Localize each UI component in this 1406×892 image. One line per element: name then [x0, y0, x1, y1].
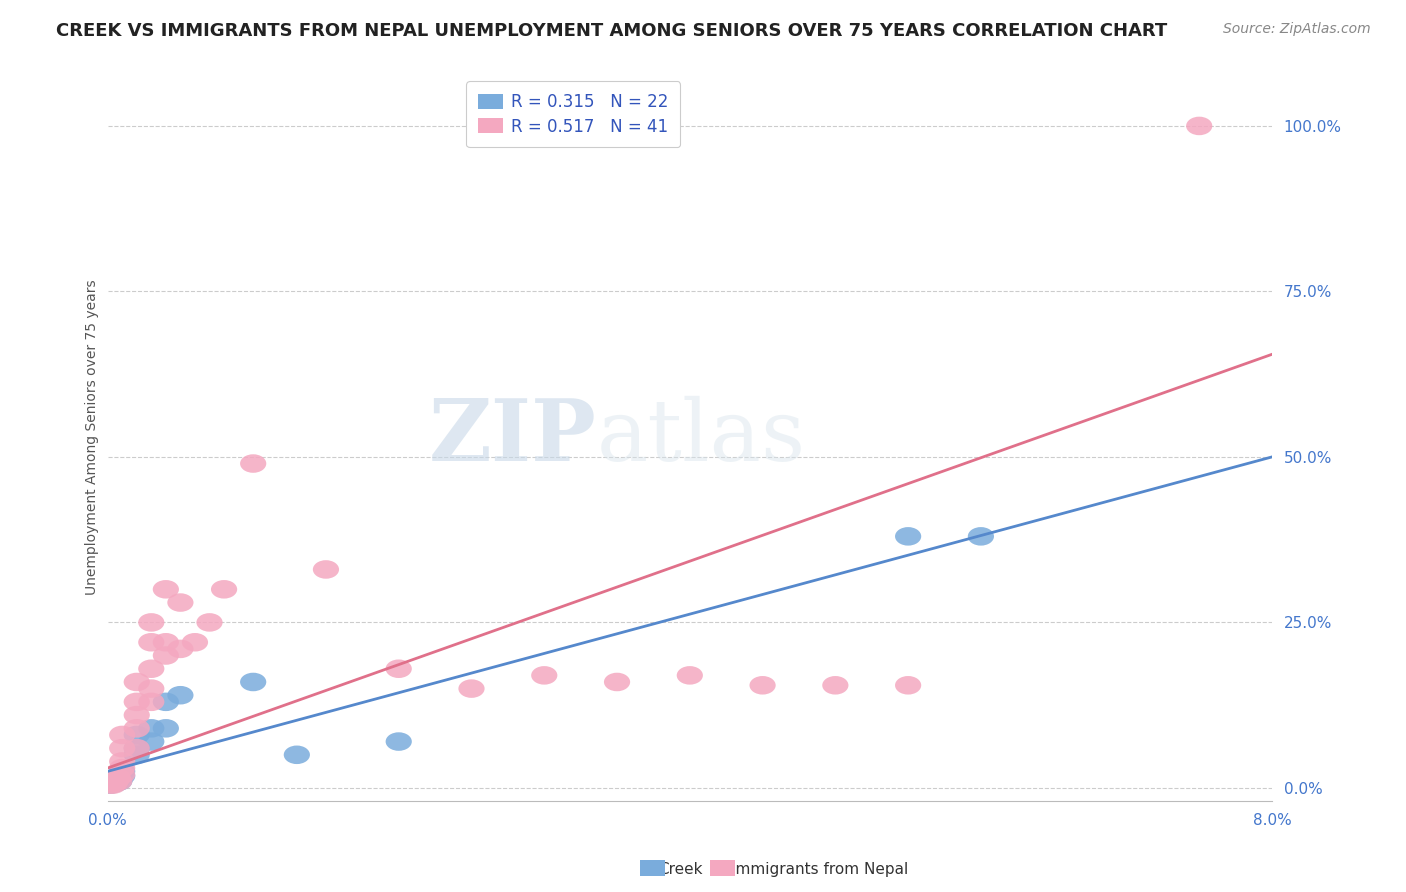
Ellipse shape: [284, 746, 309, 764]
Text: ZIP: ZIP: [429, 395, 596, 479]
Ellipse shape: [138, 613, 165, 632]
Ellipse shape: [101, 773, 128, 792]
Ellipse shape: [676, 666, 703, 685]
Ellipse shape: [110, 752, 135, 771]
Ellipse shape: [124, 739, 150, 757]
Ellipse shape: [167, 593, 194, 612]
Text: Creek: Creek: [658, 863, 703, 877]
Ellipse shape: [458, 680, 485, 698]
Ellipse shape: [385, 732, 412, 751]
Text: Source: ZipAtlas.com: Source: ZipAtlas.com: [1223, 22, 1371, 37]
Ellipse shape: [103, 771, 129, 789]
Ellipse shape: [110, 765, 135, 784]
Ellipse shape: [138, 692, 165, 711]
Ellipse shape: [531, 666, 557, 685]
Ellipse shape: [100, 774, 127, 792]
Ellipse shape: [153, 719, 179, 738]
Ellipse shape: [104, 769, 131, 788]
Ellipse shape: [100, 775, 127, 794]
Ellipse shape: [110, 762, 135, 780]
Ellipse shape: [103, 773, 129, 792]
Ellipse shape: [110, 739, 135, 757]
Ellipse shape: [97, 775, 124, 794]
Ellipse shape: [385, 659, 412, 678]
Y-axis label: Unemployment Among Seniors over 75 years: Unemployment Among Seniors over 75 years: [86, 279, 100, 595]
Ellipse shape: [110, 726, 135, 744]
Text: atlas: atlas: [596, 395, 806, 479]
Ellipse shape: [124, 673, 150, 691]
Ellipse shape: [138, 633, 165, 651]
Ellipse shape: [97, 775, 124, 794]
Ellipse shape: [967, 527, 994, 546]
Text: Immigrants from Nepal: Immigrants from Nepal: [731, 863, 908, 877]
Ellipse shape: [314, 560, 339, 579]
Ellipse shape: [101, 771, 128, 789]
Ellipse shape: [124, 726, 150, 744]
Ellipse shape: [823, 676, 848, 695]
Ellipse shape: [124, 719, 150, 738]
Ellipse shape: [104, 769, 131, 788]
Ellipse shape: [98, 772, 125, 790]
Ellipse shape: [98, 772, 125, 790]
Text: CREEK VS IMMIGRANTS FROM NEPAL UNEMPLOYMENT AMONG SENIORS OVER 75 YEARS CORRELAT: CREEK VS IMMIGRANTS FROM NEPAL UNEMPLOYM…: [56, 22, 1167, 40]
Ellipse shape: [153, 580, 179, 599]
Ellipse shape: [107, 772, 132, 790]
Ellipse shape: [181, 633, 208, 651]
Ellipse shape: [896, 527, 921, 546]
Ellipse shape: [110, 759, 135, 777]
Ellipse shape: [167, 640, 194, 658]
Ellipse shape: [107, 772, 132, 790]
Ellipse shape: [138, 680, 165, 698]
Ellipse shape: [138, 659, 165, 678]
Ellipse shape: [124, 692, 150, 711]
Ellipse shape: [749, 676, 776, 695]
Ellipse shape: [240, 673, 266, 691]
Ellipse shape: [153, 646, 179, 665]
Ellipse shape: [110, 767, 135, 785]
Ellipse shape: [124, 739, 150, 757]
Ellipse shape: [124, 746, 150, 764]
Ellipse shape: [138, 719, 165, 738]
Ellipse shape: [167, 686, 194, 705]
Ellipse shape: [605, 673, 630, 691]
Ellipse shape: [240, 454, 266, 473]
Ellipse shape: [138, 732, 165, 751]
Ellipse shape: [1187, 117, 1212, 136]
Ellipse shape: [153, 692, 179, 711]
Ellipse shape: [896, 676, 921, 695]
Legend: R = 0.315   N = 22, R = 0.517   N = 41: R = 0.315 N = 22, R = 0.517 N = 41: [467, 81, 681, 147]
Ellipse shape: [153, 633, 179, 651]
Ellipse shape: [211, 580, 238, 599]
Ellipse shape: [197, 613, 222, 632]
Ellipse shape: [124, 706, 150, 724]
